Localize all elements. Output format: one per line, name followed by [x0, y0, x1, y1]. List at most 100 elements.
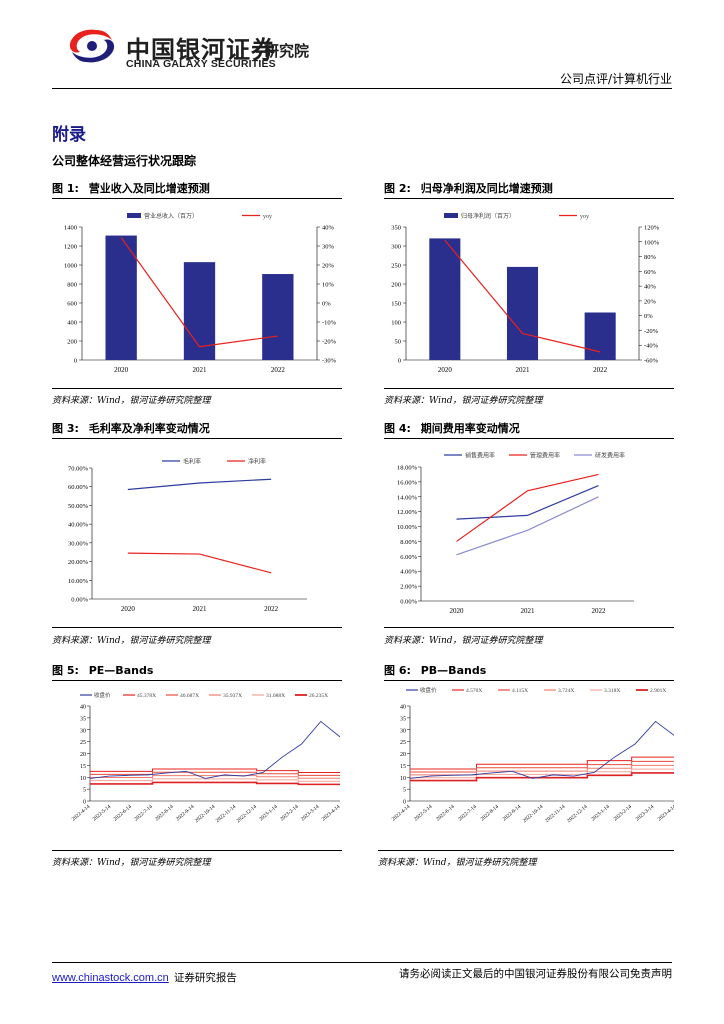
- left-tick-label: 50: [395, 339, 402, 346]
- y-tick-label: 10.00%: [68, 578, 89, 585]
- x-tick-label: 2022-10-14: [194, 804, 217, 824]
- legend-label: 销售费用率: [465, 452, 495, 460]
- figure-rule: [384, 388, 674, 389]
- y-tick-label: 10: [400, 776, 406, 782]
- figure-rule: [52, 627, 342, 628]
- legend-swatch-bar: [127, 213, 141, 218]
- legend-label: 35.937X: [223, 693, 242, 699]
- y-tick-label: 20: [400, 752, 406, 758]
- band-line: [90, 778, 340, 782]
- bar: [105, 235, 137, 360]
- footer-link[interactable]: www.chinastock.com.cn: [52, 972, 169, 984]
- figure-rule: [384, 627, 674, 628]
- bar: [262, 274, 294, 360]
- series-line: [456, 473, 599, 542]
- chart-fig1: 0 200 400 600 800 1000 1200 1400 -30% -20% -10% 0% 1…: [64, 212, 337, 374]
- legend-label: 4.570X: [466, 688, 482, 694]
- right-tick-label: 120%: [644, 225, 660, 232]
- figure-label: 图 5:: [52, 664, 79, 677]
- x-tick-label: 2022-8-14: [480, 804, 501, 823]
- legend-label: 3.318X: [604, 688, 620, 694]
- galaxy-logo-icon: [69, 29, 115, 63]
- right-tick-label: -20%: [644, 328, 659, 335]
- yoy-line: [444, 239, 601, 353]
- header-category: 公司点评/计算机行业: [559, 72, 672, 86]
- left-tick-label: 1000: [64, 263, 77, 270]
- legend-label: 收盘价: [94, 691, 111, 699]
- y-tick-label: 35: [80, 716, 86, 722]
- figure-label: 图 3:: [52, 422, 79, 435]
- legend-label: 26.235X: [309, 693, 328, 699]
- right-tick-label: -10%: [322, 320, 337, 327]
- x-tick-label: 2022-9-14: [502, 804, 523, 823]
- band-line: [90, 775, 340, 779]
- right-tick-label: 10%: [322, 282, 335, 289]
- legend-label: 收盘价: [420, 686, 437, 694]
- figure-rule: [52, 680, 342, 681]
- y-tick-label: 0.00%: [400, 599, 417, 606]
- x-tick-label: 2022-7-14: [457, 804, 478, 823]
- figure-rule: [384, 438, 674, 439]
- left-tick-label: 200: [67, 339, 77, 346]
- y-tick-label: 5: [403, 788, 406, 794]
- figure-title: 图 3: 毛利率及净利率变动情况: [52, 420, 210, 436]
- x-tick-label: 2022-4-14: [71, 804, 92, 823]
- legend-label: 31.088X: [266, 693, 285, 699]
- right-tick-label: 0%: [644, 313, 653, 320]
- y-tick-label: 25: [400, 740, 406, 746]
- figure-rule: [384, 198, 674, 199]
- figure-title: 图 6: PB—Bands: [384, 662, 486, 678]
- legend-label: 毛利率: [183, 458, 201, 466]
- x-tick-label: 2023-4-14: [657, 804, 674, 823]
- x-tick-label: 2022-9-14: [175, 804, 196, 823]
- y-tick-label: 16.00%: [397, 479, 418, 486]
- figure-rule: [52, 198, 342, 199]
- right-tick-label: 60%: [644, 269, 657, 276]
- figure-source: 资料来源：Wind，银河证券研究院整理: [378, 858, 537, 868]
- figure-rule: [52, 438, 342, 439]
- left-tick-label: 0: [398, 358, 401, 365]
- y-tick-label: 14.00%: [397, 494, 418, 501]
- legend-label: yoy: [263, 214, 272, 220]
- figure-rule: [52, 850, 342, 851]
- footer-rule: [52, 962, 672, 963]
- series-line: [456, 485, 599, 520]
- y-tick-label: 6.00%: [400, 554, 417, 561]
- legend-label: 4.115X: [512, 688, 528, 694]
- right-tick-label: 80%: [644, 254, 657, 261]
- figure-rule: [378, 850, 674, 851]
- bar: [429, 238, 461, 360]
- footer-link-suffix: 证券研究报告: [173, 972, 237, 984]
- right-tick-label: -20%: [322, 339, 337, 346]
- y-tick-label: 30.00%: [68, 540, 89, 547]
- x-tick-label: 2022-11-14: [215, 804, 238, 824]
- figure-rule: [384, 680, 674, 681]
- figure-title: 图 2: 归母净利润及同比增速预测: [384, 180, 553, 196]
- y-tick-label: 0: [83, 800, 86, 806]
- band-line: [90, 768, 340, 773]
- x-tick-label: 2023-3-14: [300, 804, 321, 823]
- band-line: [410, 768, 674, 779]
- footer-disclaimer: 请务必阅读正文最后的中国银河证券股份有限公司免责声明: [399, 968, 672, 980]
- chart-fig3: 0.00% 10.00% 20.00% 30.00% 40.00% 50.00% 60.00…: [68, 458, 307, 613]
- figure-title-text: PE—Bands: [88, 664, 154, 677]
- right-tick-label: 100%: [644, 239, 660, 246]
- logo-cn: 中国银河证券: [126, 36, 276, 64]
- x-tick-label: 2021: [193, 605, 208, 613]
- y-tick-label: 25: [80, 740, 86, 746]
- band-line: [410, 772, 674, 782]
- x-tick-label: 2022-5-14: [92, 804, 113, 823]
- x-tick-label: 2020: [450, 607, 465, 615]
- figure-source: 资料来源：Wind，银河证券研究院整理: [52, 396, 211, 406]
- x-tick-label: 2022-5-14: [413, 804, 434, 823]
- y-tick-label: 20: [80, 752, 86, 758]
- x-tick-label: 2021: [516, 366, 531, 374]
- band-line: [410, 760, 674, 773]
- figure-label: 图 6:: [384, 664, 411, 677]
- logo-sub: 研究院: [264, 42, 310, 60]
- x-tick-label: 2023-3-14: [635, 804, 656, 823]
- y-tick-label: 50.00%: [68, 503, 89, 510]
- x-tick-label: 2021: [521, 607, 536, 615]
- legend-label: 40.687X: [180, 693, 199, 699]
- y-tick-label: 2.00%: [400, 584, 417, 591]
